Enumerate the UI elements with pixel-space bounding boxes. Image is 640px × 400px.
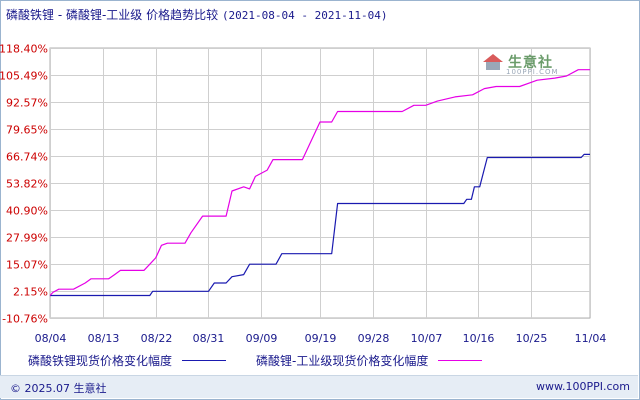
y-tick-label: 66.74% [6, 151, 48, 164]
chart-title: 磷酸铁锂 - 磷酸锂-工业级 价格趋势比较 (2021-08-04 - 2021… [6, 6, 388, 23]
house-logo-icon [483, 54, 503, 70]
footer-site-link[interactable]: www.100PPI.com [536, 380, 630, 393]
footer-copyright: © 2025.07 生意社 [10, 382, 107, 395]
chart-title-main: 磷酸铁锂 - 磷酸锂-工业级 价格趋势比较 [6, 8, 219, 22]
y-tick-label: 118.40% [0, 43, 48, 56]
series-line-1 [50, 153, 590, 297]
y-tick-label: 92.57% [6, 97, 48, 110]
watermark: 生意社 100PPI.COM [482, 52, 558, 76]
chart-legend: 磷酸铁锂现货价格变化幅度 磷酸锂-工业级现货价格变化幅度 [28, 352, 512, 369]
x-tick-label: 10/16 [463, 332, 495, 345]
y-tick-label: -10.76% [2, 313, 48, 326]
y-tick-label: 2.15% [13, 286, 48, 299]
legend-label-series2: 磷酸锂-工业级现货价格变化幅度 [256, 354, 429, 368]
x-tick-label: 09/28 [358, 332, 390, 345]
y-tick-label: 105.49% [0, 70, 48, 83]
watermark-text: 生意社 [508, 55, 553, 71]
x-tick-label: 11/04 [575, 332, 607, 345]
chart-title-range: (2021-08-04 - 2021-11-04) [221, 9, 388, 22]
y-tick-label: 27.99% [6, 232, 48, 245]
x-tick-label: 08/22 [141, 332, 173, 345]
y-tick-label: 79.65% [6, 124, 48, 137]
y-tick-label: 53.82% [6, 178, 48, 191]
x-tick-label: 08/04 [35, 332, 67, 345]
x-tick-label: 10/07 [411, 332, 443, 345]
legend-swatch-series1 [182, 360, 227, 361]
watermark-subtext: 100PPI.COM [506, 68, 559, 76]
x-tick-label: 08/13 [88, 332, 120, 345]
x-tick-label: 10/25 [516, 332, 548, 345]
legend-item-series2: 磷酸锂-工业级现货价格变化幅度 [256, 352, 483, 369]
y-tick-label: 15.07% [6, 259, 48, 272]
legend-swatch-series2 [438, 360, 483, 361]
series-line-2 [49, 69, 590, 296]
x-tick-label: 09/09 [246, 332, 278, 345]
footer-bar: © 2025.07 生意社 www.100PPI.com [0, 375, 638, 398]
x-tick-label: 08/31 [193, 332, 225, 345]
x-tick-label: 09/19 [305, 332, 337, 345]
y-tick-label: 40.90% [6, 205, 48, 218]
legend-label-series1: 磷酸铁锂现货价格变化幅度 [28, 354, 173, 368]
legend-item-series1: 磷酸铁锂现货价格变化幅度 [28, 352, 227, 369]
